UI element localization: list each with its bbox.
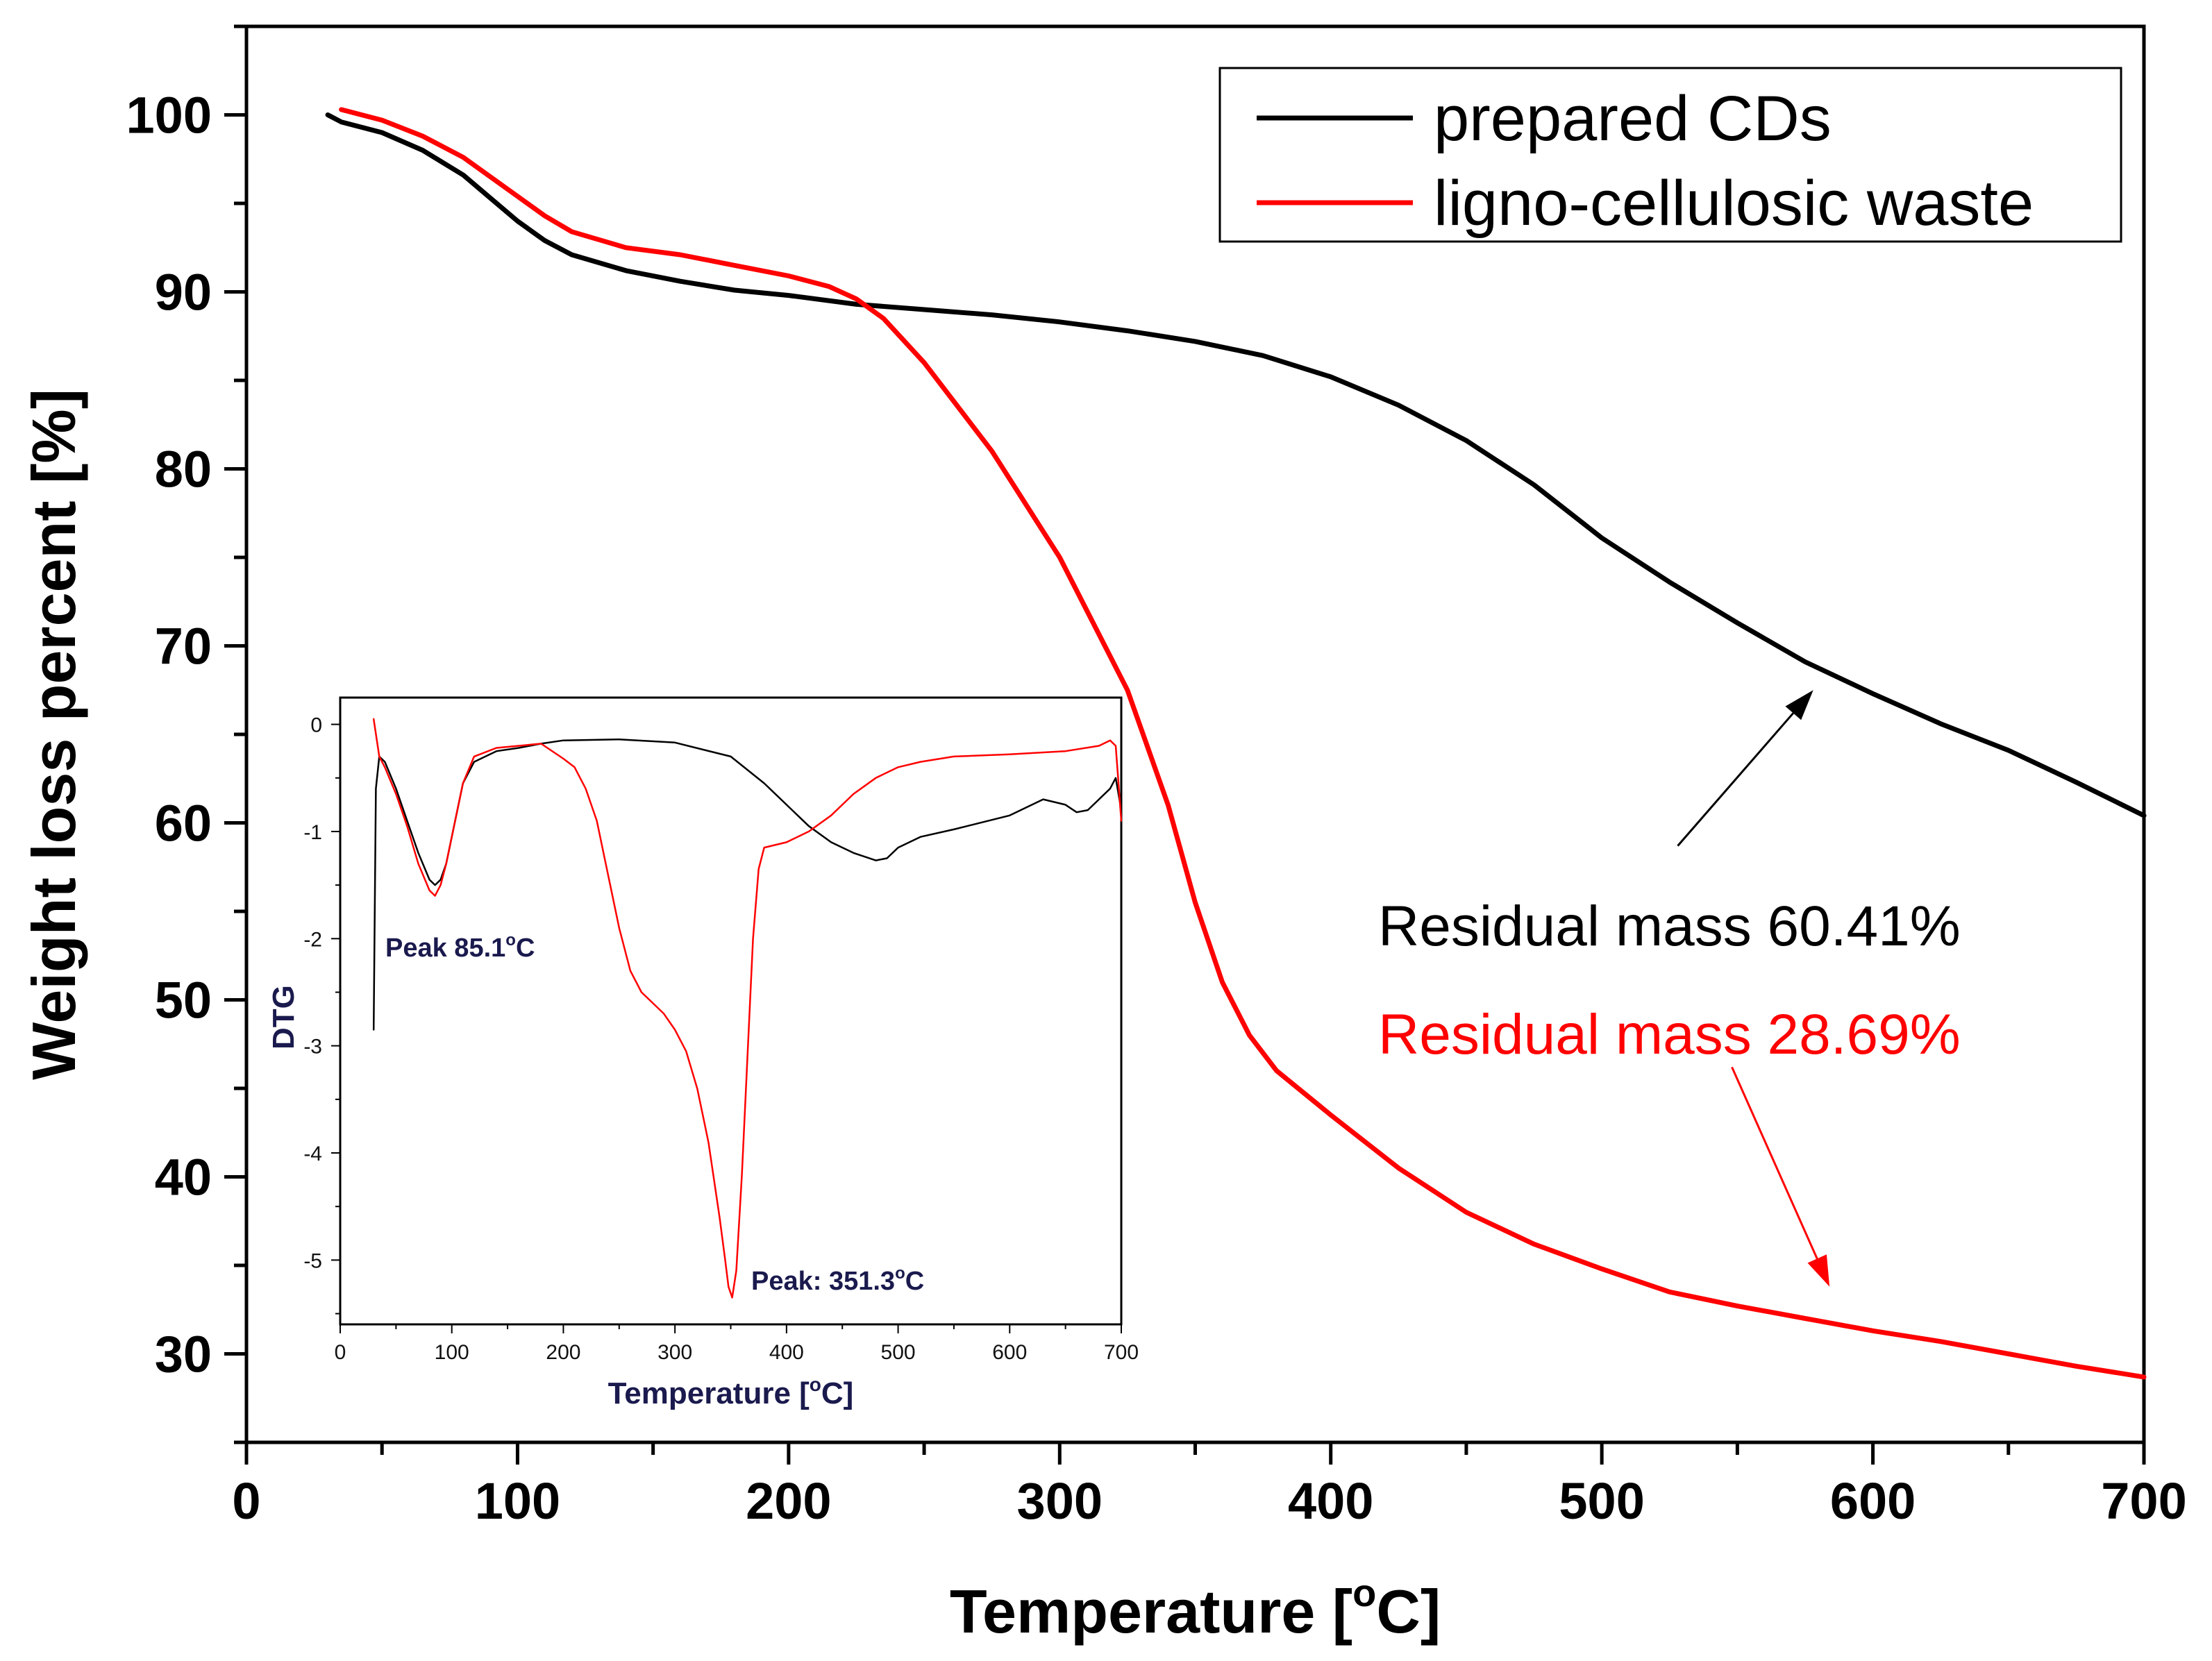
main-x-tick-label: 0 [232, 1472, 260, 1530]
main-x-tick-label: 100 [475, 1472, 560, 1530]
main-y-tick-label: 90 [155, 264, 212, 321]
inset-background [340, 698, 1121, 1324]
inset-peak-351-label: Peak: 351.3oC [751, 1264, 924, 1296]
residual-mass-waste-arrow [1731, 1066, 1818, 1260]
main-series-prepared-cds [325, 112, 2147, 818]
inset-x-tick-label: 200 [546, 1341, 580, 1364]
main-x-tick-label: 200 [746, 1472, 831, 1530]
inset-series-ligno-cellulosic-waste [372, 718, 1123, 1299]
inset-y-tick-label: -4 [303, 1143, 322, 1165]
inset-peak-85-label: Peak 85.1oC [385, 931, 535, 963]
inset-y-tick-label: -5 [303, 1249, 322, 1272]
legend-label-ligno-cellulosic-waste: ligno-cellulosic waste [1434, 168, 2034, 239]
inset-y-axis-title: DTG [267, 985, 301, 1049]
main-tick-labels: 0 100 200 300 400 500 600 700 30 40 50 60 70 80 90 100 [126, 87, 2187, 1531]
main-axis-ticks [224, 24, 2146, 1465]
residual-mass-cds-arrowhead [1785, 690, 1813, 720]
inset-x-tick-label: 700 [1104, 1341, 1139, 1364]
residual-mass-waste-arrowhead [1807, 1254, 1830, 1287]
inset-axis-ticks [331, 723, 1122, 1333]
legend-label-prepared-cds: prepared CDs [1434, 83, 1832, 154]
main-y-tick-label: 30 [155, 1326, 212, 1383]
inset-tick-labels: 0 100 200 300 400 500 600 700 0 -1 -2 -3 -4 -5 [303, 714, 1139, 1364]
main-series-ligno-cellulosic-waste [339, 107, 2147, 1380]
legend: prepared CDs ligno-cellulosic waste [1218, 67, 2122, 243]
inset-x-axis-title: Temperature [oC] [608, 1374, 854, 1410]
inset-x-tick-label: 100 [435, 1341, 469, 1364]
inset-series [372, 718, 1123, 1299]
main-x-tick-label: 700 [2101, 1472, 2186, 1530]
main-x-tick-label: 500 [1559, 1472, 1644, 1530]
residual-mass-cds-arrow [1677, 712, 1794, 847]
main-plot: 0 100 200 300 400 500 600 70030405060708090100 … [19, 24, 2187, 1646]
inset-x-tick-label: 400 [769, 1341, 804, 1364]
main-y-tick-label: 50 [155, 972, 212, 1029]
inset-x-tick-label: 500 [881, 1341, 916, 1364]
main-y-tick-label: 40 [155, 1149, 212, 1206]
inset-dtg-plot: 0 100 200 300 400 500 600 700 0 -1 -2 -3 -4 -5 Temper… [267, 696, 1139, 1410]
inset-series-prepared-cds [372, 738, 1123, 1031]
inset-x-tick-label: 300 [657, 1341, 692, 1364]
inset-y-tick-label: -3 [303, 1036, 322, 1059]
main-y-tick-label: 70 [155, 618, 212, 675]
inset-y-tick-label: -1 [303, 821, 322, 844]
main-x-tick-label: 300 [1017, 1472, 1103, 1530]
main-series [325, 107, 2147, 1380]
residual-mass-cds-label: Residual mass 60.41% [1378, 895, 1961, 958]
inset-y-tick-label: -2 [303, 928, 322, 951]
inset-x-tick-label: 600 [992, 1341, 1027, 1364]
main-x-axis-title: Temperature [oC] [950, 1571, 1441, 1646]
main-y-tick-label: 60 [155, 795, 212, 852]
main-y-tick-label: 100 [126, 87, 212, 144]
inset-x-tick-label: 0 [335, 1341, 346, 1364]
main-y-axis-title: Weight loss percent [%] [19, 389, 88, 1080]
residual-mass-waste-label: Residual mass 28.69% [1378, 1003, 1961, 1066]
main-y-tick-label: 80 [155, 441, 212, 498]
main-annotations: Residual mass 60.41% Residual mass 28.69… [1378, 690, 1961, 1287]
main-x-tick-label: 400 [1288, 1472, 1373, 1530]
legend-box [1218, 67, 2122, 243]
inset-y-tick-label: 0 [310, 714, 322, 737]
main-x-tick-label: 600 [1830, 1472, 1916, 1530]
